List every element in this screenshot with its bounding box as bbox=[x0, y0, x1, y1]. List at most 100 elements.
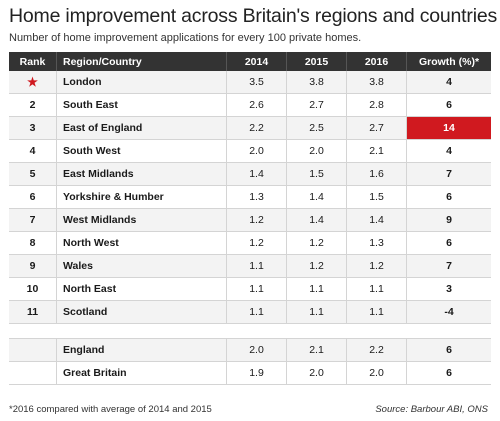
rank-cell: 2 bbox=[9, 93, 57, 117]
rank-cell: 9 bbox=[9, 254, 57, 278]
total-row: England 2.0 2.1 2.2 6 bbox=[9, 338, 491, 362]
growth-cell: 3 bbox=[406, 277, 491, 301]
rank-cell: ★ bbox=[9, 71, 57, 94]
data-table: Rank Region/Country 2014 2015 2016 Growt… bbox=[9, 52, 491, 385]
table-spacer bbox=[9, 323, 491, 339]
region-cell: North West bbox=[56, 231, 227, 255]
value-2015-cell: 1.1 bbox=[286, 300, 347, 324]
value-2015-cell: 1.2 bbox=[286, 231, 347, 255]
value-2015-cell: 2.1 bbox=[286, 338, 347, 362]
table-row: 4 South West 2.0 2.0 2.1 4 bbox=[9, 139, 491, 163]
rank-cell: 8 bbox=[9, 231, 57, 255]
header-2014: 2014 bbox=[226, 52, 287, 71]
value-2014-cell: 1.1 bbox=[226, 300, 287, 324]
header-2016: 2016 bbox=[346, 52, 407, 71]
value-2016-cell: 2.7 bbox=[346, 116, 407, 140]
value-2015-cell: 2.5 bbox=[286, 116, 347, 140]
value-2016-cell: 1.4 bbox=[346, 208, 407, 232]
region-cell: London bbox=[56, 71, 227, 94]
chart-title: Home improvement across Britain's region… bbox=[9, 5, 498, 27]
table-body: ★ London 3.5 3.8 3.8 4 2 South East 2.6 2.7 2.8 6 3 E… bbox=[9, 71, 491, 385]
spacer-cell bbox=[9, 323, 57, 339]
header-growth: Growth (%)* bbox=[406, 52, 491, 71]
growth-cell: 6 bbox=[406, 361, 491, 385]
value-2016-cell: 2.0 bbox=[346, 361, 407, 385]
value-2014-cell: 2.0 bbox=[226, 139, 287, 163]
growth-cell: 6 bbox=[406, 93, 491, 117]
growth-cell: 4 bbox=[406, 71, 491, 94]
table-row: 3 East of England 2.2 2.5 2.7 14 bbox=[9, 116, 491, 140]
value-2014-cell: 2.2 bbox=[226, 116, 287, 140]
table-row: 8 North West 1.2 1.2 1.3 6 bbox=[9, 231, 491, 255]
star-icon: ★ bbox=[27, 75, 38, 89]
region-cell: South East bbox=[56, 93, 227, 117]
value-2015-cell: 1.4 bbox=[286, 208, 347, 232]
value-2015-cell: 2.0 bbox=[286, 361, 347, 385]
header-region: Region/Country bbox=[56, 52, 227, 71]
value-2014-cell: 3.5 bbox=[226, 71, 287, 94]
region-cell: Great Britain bbox=[56, 361, 227, 385]
value-2016-cell: 3.8 bbox=[346, 71, 407, 94]
value-2015-cell: 2.7 bbox=[286, 93, 347, 117]
value-2015-cell: 1.1 bbox=[286, 277, 347, 301]
value-2016-cell: 2.1 bbox=[346, 139, 407, 163]
table-row: 5 East Midlands 1.4 1.5 1.6 7 bbox=[9, 162, 491, 186]
rank-cell: 10 bbox=[9, 277, 57, 301]
table-row: 2 South East 2.6 2.7 2.8 6 bbox=[9, 93, 491, 117]
value-2015-cell: 2.0 bbox=[286, 139, 347, 163]
rank-cell: 4 bbox=[9, 139, 57, 163]
rank-cell bbox=[9, 338, 57, 362]
growth-cell: 4 bbox=[406, 139, 491, 163]
region-cell: Wales bbox=[56, 254, 227, 278]
value-2016-cell: 1.1 bbox=[346, 300, 407, 324]
growth-cell: 6 bbox=[406, 338, 491, 362]
table-row: 11 Scotland 1.1 1.1 1.1 -4 bbox=[9, 300, 491, 324]
value-2015-cell: 3.8 bbox=[286, 71, 347, 94]
region-cell: Yorkshire & Humber bbox=[56, 185, 227, 209]
region-cell: West Midlands bbox=[56, 208, 227, 232]
growth-cell: 6 bbox=[406, 185, 491, 209]
value-2014-cell: 2.0 bbox=[226, 338, 287, 362]
growth-cell: -4 bbox=[406, 300, 491, 324]
value-2016-cell: 2.8 bbox=[346, 93, 407, 117]
value-2016-cell: 1.3 bbox=[346, 231, 407, 255]
rank-cell: 3 bbox=[9, 116, 57, 140]
region-cell: East Midlands bbox=[56, 162, 227, 186]
spacer-cell bbox=[286, 323, 347, 339]
rank-cell: 7 bbox=[9, 208, 57, 232]
region-cell: North East bbox=[56, 277, 227, 301]
table-row: 9 Wales 1.1 1.2 1.2 7 bbox=[9, 254, 491, 278]
growth-cell: 9 bbox=[406, 208, 491, 232]
value-2016-cell: 1.6 bbox=[346, 162, 407, 186]
header-rank: Rank bbox=[9, 52, 57, 71]
spacer-cell bbox=[56, 323, 227, 339]
growth-cell: 6 bbox=[406, 231, 491, 255]
region-cell: England bbox=[56, 338, 227, 362]
table-row: ★ London 3.5 3.8 3.8 4 bbox=[9, 71, 491, 94]
value-2016-cell: 1.2 bbox=[346, 254, 407, 278]
value-2014-cell: 2.6 bbox=[226, 93, 287, 117]
value-2015-cell: 1.5 bbox=[286, 162, 347, 186]
rank-cell bbox=[9, 361, 57, 385]
value-2016-cell: 2.2 bbox=[346, 338, 407, 362]
value-2015-cell: 1.2 bbox=[286, 254, 347, 278]
source-note: Source: Barbour ABI, ONS bbox=[375, 404, 488, 415]
table-row: 10 North East 1.1 1.1 1.1 3 bbox=[9, 277, 491, 301]
value-2014-cell: 1.2 bbox=[226, 208, 287, 232]
value-2014-cell: 1.4 bbox=[226, 162, 287, 186]
rank-cell: 5 bbox=[9, 162, 57, 186]
header-2015: 2015 bbox=[286, 52, 347, 71]
rank-cell: 11 bbox=[9, 300, 57, 324]
growth-cell: 7 bbox=[406, 162, 491, 186]
spacer-cell bbox=[406, 323, 491, 339]
spacer-cell bbox=[346, 323, 407, 339]
chart-subtitle: Number of home improvement applications … bbox=[9, 32, 362, 44]
total-row: Great Britain 1.9 2.0 2.0 6 bbox=[9, 361, 491, 385]
value-2014-cell: 1.2 bbox=[226, 231, 287, 255]
value-2014-cell: 1.1 bbox=[226, 277, 287, 301]
value-2016-cell: 1.1 bbox=[346, 277, 407, 301]
value-2014-cell: 1.1 bbox=[226, 254, 287, 278]
footnote: *2016 compared with average of 2014 and … bbox=[9, 404, 212, 415]
table-row: 6 Yorkshire & Humber 1.3 1.4 1.5 6 bbox=[9, 185, 491, 209]
